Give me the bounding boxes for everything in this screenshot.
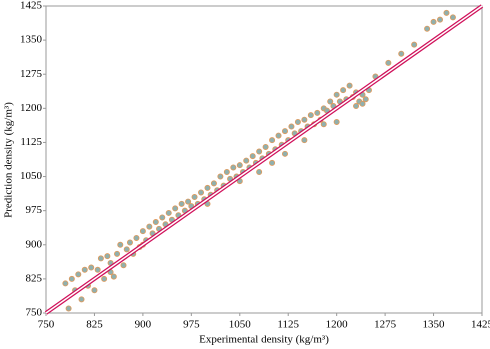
point	[126, 239, 133, 246]
point	[327, 98, 334, 105]
x-tick-label: 825	[86, 319, 103, 331]
point	[411, 41, 418, 48]
point	[68, 275, 75, 282]
point	[301, 116, 308, 123]
x-tick-label: 1350	[423, 319, 446, 331]
y-axis-title: Prediction density (kg/m³)	[3, 102, 15, 218]
point	[110, 273, 117, 280]
point	[117, 241, 124, 248]
point	[198, 189, 205, 196]
reference-line-inner	[45, 5, 483, 314]
point	[230, 164, 237, 171]
point	[236, 162, 243, 169]
y-tick-label: 1050	[20, 170, 43, 182]
point	[269, 137, 276, 144]
y-tick-label: 750	[26, 307, 43, 319]
point	[340, 87, 347, 94]
x-tick-label: 1275	[374, 319, 397, 331]
point	[346, 82, 353, 89]
point	[114, 250, 121, 257]
point	[123, 246, 130, 253]
point	[204, 184, 211, 191]
point	[359, 100, 366, 107]
point	[120, 262, 127, 269]
point	[165, 209, 172, 216]
point	[269, 159, 276, 166]
point	[172, 205, 179, 212]
point	[65, 305, 72, 312]
point	[243, 157, 250, 164]
point	[210, 180, 217, 187]
point	[97, 255, 104, 262]
x-tick-label: 900	[135, 319, 152, 331]
point	[139, 228, 146, 235]
point	[256, 148, 263, 155]
point	[333, 118, 340, 125]
point	[88, 264, 95, 271]
y-tick-label: 975	[26, 204, 43, 216]
point	[62, 280, 69, 287]
point	[294, 118, 301, 125]
point	[249, 153, 256, 160]
point	[320, 121, 327, 128]
point	[159, 214, 166, 221]
point	[223, 169, 230, 176]
point	[443, 9, 450, 16]
point	[353, 103, 360, 110]
point	[94, 266, 101, 273]
point	[449, 14, 456, 21]
point	[398, 50, 405, 57]
point	[104, 253, 111, 260]
point	[275, 132, 282, 139]
point	[281, 150, 288, 157]
y-tick-label: 825	[26, 272, 43, 284]
plot-frame	[45, 5, 483, 314]
point	[185, 198, 192, 205]
point	[81, 266, 88, 273]
y-tick-label: 1425	[20, 0, 43, 12]
y-tick-label: 1125	[20, 136, 42, 148]
point	[314, 109, 321, 116]
point	[133, 234, 140, 241]
point	[75, 271, 82, 278]
y-tick-label: 1275	[20, 68, 43, 80]
point	[256, 169, 263, 176]
x-tick-label: 1425	[471, 319, 490, 331]
point	[262, 143, 269, 150]
x-tick-label: 975	[183, 319, 200, 331]
point	[362, 96, 369, 103]
point	[152, 219, 159, 226]
x-tick-label: 1200	[326, 319, 349, 331]
point	[191, 194, 198, 201]
point	[307, 112, 314, 119]
point	[385, 59, 392, 66]
point	[437, 16, 444, 23]
point	[78, 296, 85, 303]
x-axis-title: Experimental density (kg/m³)	[199, 334, 329, 346]
point	[146, 223, 153, 230]
point	[281, 128, 288, 135]
point	[333, 91, 340, 98]
x-tick-label: 1125	[277, 319, 299, 331]
x-tick-label: 1050	[229, 319, 252, 331]
y-tick-label: 1350	[20, 34, 43, 46]
point	[217, 173, 224, 180]
x-tick-label: 750	[38, 319, 55, 331]
point	[101, 275, 108, 282]
y-tick-label: 900	[26, 238, 43, 250]
point	[424, 25, 431, 32]
point	[301, 137, 308, 144]
y-tick-label: 1200	[20, 102, 43, 114]
point	[430, 18, 437, 25]
point	[91, 287, 98, 294]
point	[178, 200, 185, 207]
point	[288, 123, 295, 130]
